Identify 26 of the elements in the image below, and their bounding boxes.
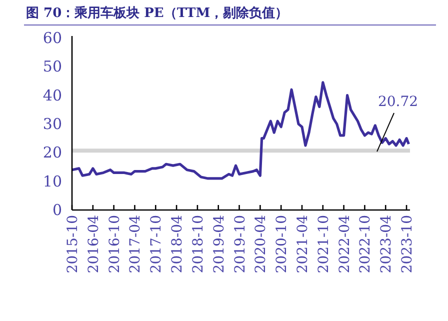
- x-tick-label: 2021-04: [294, 214, 311, 274]
- y-tick-label: 50: [42, 58, 62, 76]
- x-tick-label: 2021-10: [316, 215, 332, 274]
- x-tick-label: 2016-04: [86, 214, 102, 274]
- title: 图 70：乘用车板块 PE（TTM，剔除负值）: [26, 6, 288, 21]
- ref-label: 20.72: [378, 94, 418, 110]
- x-tick-label: 2018-04: [170, 214, 186, 274]
- y-tick-label: 10: [42, 172, 62, 190]
- x-tick-label: 2017-04: [128, 214, 144, 274]
- x-tick-label: 2018-10: [190, 215, 206, 274]
- y-tick-label: 40: [42, 86, 62, 104]
- x-tick-label: 2023-04: [378, 214, 395, 274]
- y-tick-label: 20: [42, 144, 62, 162]
- x-tick-label: 2022-04: [336, 214, 353, 274]
- x-tick-label: 2016-10: [106, 215, 123, 274]
- y-tick-label: 0: [52, 201, 62, 219]
- y-tick-label: 60: [42, 29, 62, 47]
- x-tick-label: 2023-10: [400, 215, 416, 274]
- x-tick-label: 2022-10: [358, 215, 374, 274]
- x-tick-label: 2017-10: [148, 215, 165, 274]
- x-tick-label: 2020-04: [253, 214, 270, 274]
- x-tick-label: 2019-10: [232, 215, 248, 274]
- y-tick-label: 30: [42, 115, 62, 133]
- x-tick-label: 2020-10: [274, 215, 290, 274]
- x-tick-label: 2015-10: [65, 215, 81, 274]
- x-tick-label: 2019-04: [211, 214, 228, 274]
